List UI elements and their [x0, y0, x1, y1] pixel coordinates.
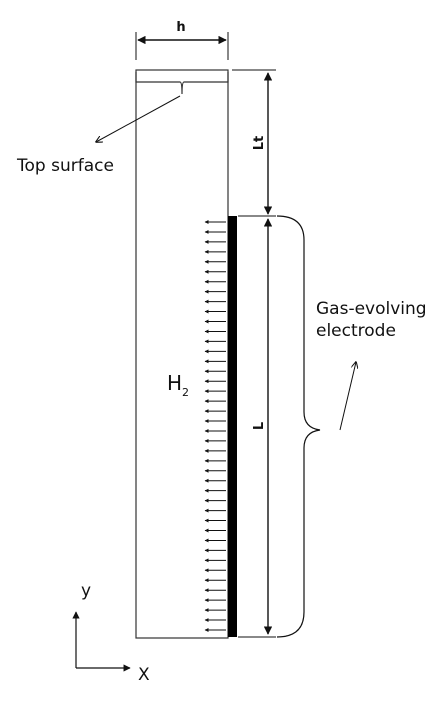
- y-axis-label: y: [81, 581, 91, 601]
- width-label: h: [176, 20, 185, 35]
- electrode-brace: [276, 215, 321, 638]
- species-subscript: 2: [182, 386, 189, 399]
- electrode-length-label: L: [252, 422, 267, 430]
- top-length-label: Lt: [252, 136, 267, 151]
- hydrogen-flux-arrows: [204, 220, 226, 632]
- electrode-pointer: [339, 362, 356, 431]
- top-surface-bracket: [135, 72, 229, 95]
- species-symbol: H: [167, 371, 182, 395]
- electrode-label-line1: Gas-evolving: [316, 299, 427, 319]
- species-label: H2: [167, 371, 189, 399]
- electrode-plate: [228, 216, 237, 637]
- top-surface-label: Top surface: [16, 156, 114, 176]
- top-surface-pointer: [96, 95, 181, 142]
- electrode-label-line2: electrode: [316, 321, 396, 341]
- x-axis-label: X: [138, 665, 150, 685]
- cell-outline: [135, 69, 229, 639]
